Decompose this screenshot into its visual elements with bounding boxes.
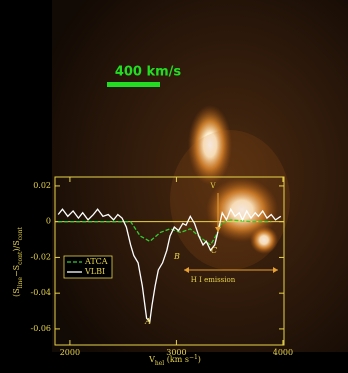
arrow-head <box>215 227 221 232</box>
scale-bar-label: 400 km/s <box>115 65 182 80</box>
annotation: V <box>209 182 216 190</box>
series-line <box>58 219 272 246</box>
y-tick-label: 0.02 <box>33 181 51 190</box>
annotation: H I emission <box>191 276 236 284</box>
y-axis-label-part: line <box>17 277 24 289</box>
y-tick-label: -0.06 <box>30 324 51 333</box>
x-tick-label: 2000 <box>60 348 80 357</box>
series-line <box>57 207 282 324</box>
x-axis-label-part: V <box>148 355 155 364</box>
emission-blob <box>250 226 278 254</box>
y-axis-label-part: −S <box>12 265 21 277</box>
y-tick-label: -0.02 <box>30 252 51 261</box>
annotation: C <box>211 246 217 255</box>
emission-blob <box>188 105 232 185</box>
y-tick-label: -0.04 <box>30 288 51 297</box>
x-axis-label: Vhel (km s−1) <box>148 354 201 367</box>
y-axis-label-part: )/S <box>12 240 21 251</box>
emission-blob <box>206 178 278 242</box>
y-tick-label: 0 <box>46 217 51 226</box>
scale-bar <box>107 82 160 87</box>
y-axis-label-part: cont <box>17 251 24 265</box>
x-axis-label-part: −1 <box>189 354 198 361</box>
x-tick-label: 4000 <box>273 348 293 357</box>
x-axis-label-part: ) <box>198 355 201 364</box>
plot-frame <box>54 176 285 346</box>
x-tick-label: 3000 <box>166 348 186 357</box>
y-axis-label: (Sline−Scont)/Scont <box>12 226 24 296</box>
annotation: B <box>173 252 180 261</box>
y-axis-label-part: cont <box>17 226 24 240</box>
emission-halo <box>170 130 290 270</box>
x-axis-label-part: hel <box>155 360 164 367</box>
plot: 400 km/s 0.02 0 -0.02 -0.04 -0.06 2000 3000 4000… <box>12 65 293 367</box>
legend-label: VLBI <box>84 267 105 276</box>
y-axis-label-part: (S <box>12 288 21 297</box>
annotation: A <box>144 317 151 326</box>
legend-label: ATCA <box>84 257 108 266</box>
x-axis-label-part: (km s <box>164 355 189 364</box>
